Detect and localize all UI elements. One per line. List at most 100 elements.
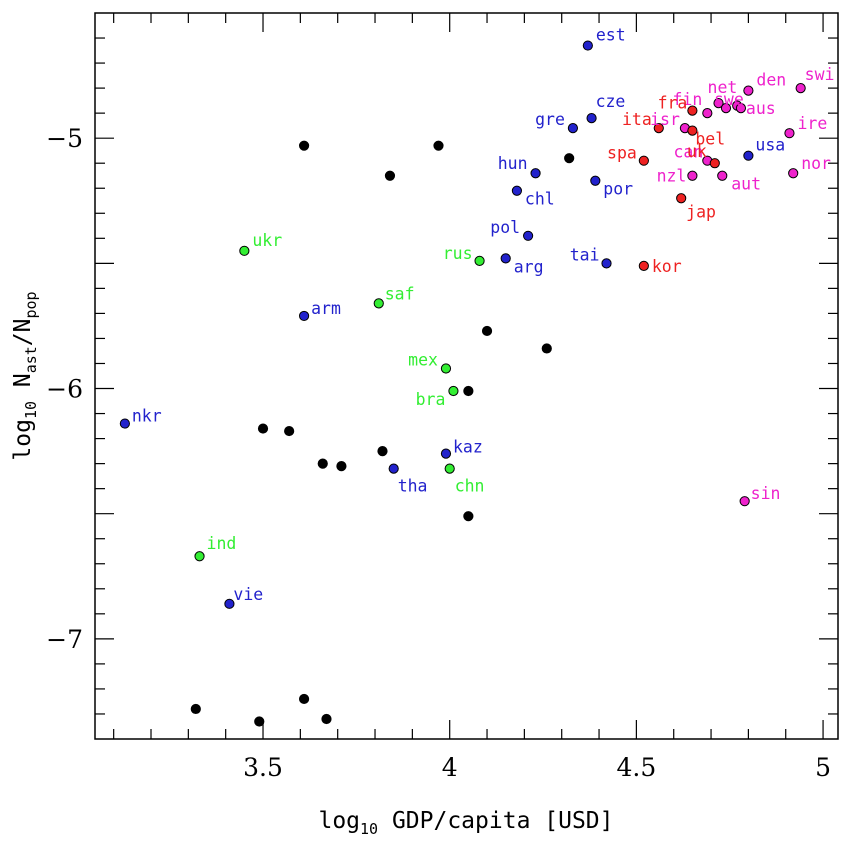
- point-label: tha: [398, 477, 428, 496]
- y-tick-label: −7: [46, 625, 83, 654]
- y-tick-label: −5: [46, 124, 83, 153]
- point-label: chl: [525, 190, 555, 209]
- data-point: [788, 168, 799, 179]
- point-label: rus: [443, 244, 473, 263]
- data-point: [638, 260, 649, 271]
- data-point: [194, 551, 205, 562]
- x-tick-label: 3.5: [243, 753, 283, 782]
- data-point: [433, 140, 444, 151]
- data-point: [743, 150, 754, 161]
- data-point: [702, 108, 713, 119]
- data-point: [440, 448, 452, 459]
- data-point: [709, 158, 720, 169]
- data-point: [739, 496, 750, 507]
- x-tick-label: 4: [442, 753, 458, 782]
- point-label: ire: [797, 114, 827, 133]
- point-label: spa: [607, 144, 637, 163]
- point-label: saf: [385, 284, 415, 303]
- plot-frame: [94, 12, 839, 740]
- point-label: mex: [408, 350, 438, 369]
- data-point: [284, 425, 295, 437]
- data-point: [601, 258, 612, 269]
- point-label: aut: [731, 175, 761, 194]
- data-point: [321, 713, 332, 725]
- data-point: [541, 343, 552, 354]
- data-point: [687, 170, 698, 181]
- point-label: tai: [570, 245, 600, 264]
- point-label: bel: [695, 130, 725, 149]
- data-point: [582, 40, 593, 51]
- data-point: [530, 168, 541, 179]
- data-point: [448, 385, 459, 397]
- point-label: jap: [686, 202, 716, 221]
- data-point: [298, 693, 310, 705]
- data-point: [444, 463, 455, 474]
- point-label: por: [603, 180, 633, 199]
- point-label: can: [674, 143, 704, 162]
- data-point: [653, 123, 664, 134]
- point-label: pol: [490, 218, 520, 237]
- point-label: arg: [514, 257, 544, 276]
- data-point: [119, 418, 130, 429]
- point-label: fin: [673, 90, 703, 109]
- data-point: [298, 310, 310, 322]
- point-label: ukr: [252, 231, 282, 250]
- data-point: [254, 716, 265, 727]
- data-point: [440, 363, 452, 374]
- data-point: [377, 446, 388, 457]
- point-label: kaz: [453, 438, 483, 457]
- data-point: [676, 193, 687, 204]
- point-label: kor: [652, 257, 682, 276]
- data-point: [717, 170, 728, 181]
- y-axis-label: log10 Nast/Npop: [10, 291, 40, 460]
- data-point: [481, 325, 493, 337]
- x-tick-label: 5: [815, 753, 831, 782]
- data-point: [564, 153, 575, 164]
- point-label: den: [756, 71, 786, 90]
- point-label: vie: [233, 585, 263, 604]
- data-point: [735, 103, 747, 114]
- point-label: bra: [416, 390, 446, 409]
- point-label: nor: [801, 154, 831, 173]
- data-point: [384, 170, 396, 181]
- point-label: nzl: [657, 167, 687, 186]
- point-label: cze: [596, 92, 626, 111]
- point-label: fra: [658, 94, 688, 113]
- data-point: [511, 185, 523, 196]
- point-label: ind: [207, 534, 237, 553]
- point-label: nkr: [132, 407, 162, 426]
- point-label: swi: [805, 65, 835, 84]
- data-point: [388, 463, 399, 474]
- point-label: arm: [311, 299, 341, 318]
- data-point: [190, 703, 201, 715]
- data-point: [567, 123, 579, 134]
- point-label: est: [596, 26, 626, 45]
- point-label: uk: [687, 142, 707, 161]
- point-label: chn: [455, 477, 485, 496]
- point-label: sin: [751, 484, 781, 503]
- data-point: [523, 230, 534, 241]
- point-label: swe: [714, 90, 744, 109]
- data-point: [586, 113, 597, 124]
- data-point: [743, 85, 754, 96]
- data-point: [687, 125, 698, 136]
- data-point: [638, 155, 649, 166]
- data-point: [373, 298, 384, 309]
- point-label: aus: [746, 99, 776, 118]
- data-point: [336, 461, 347, 472]
- point-label: ita: [622, 110, 652, 129]
- point-label: net: [708, 78, 738, 97]
- data-points: [119, 40, 806, 727]
- axis-ticks: [95, 13, 838, 739]
- x-axis-label: log10 GDP/capita [USD]: [318, 808, 613, 838]
- data-point: [463, 385, 474, 397]
- y-tick-label: −6: [46, 375, 83, 404]
- point-label: usa: [755, 136, 785, 155]
- data-point: [474, 255, 485, 266]
- x-tick-label: 4.5: [616, 753, 656, 782]
- data-point: [720, 103, 732, 114]
- point-label: hun: [498, 154, 528, 173]
- point-label: gre: [535, 110, 565, 129]
